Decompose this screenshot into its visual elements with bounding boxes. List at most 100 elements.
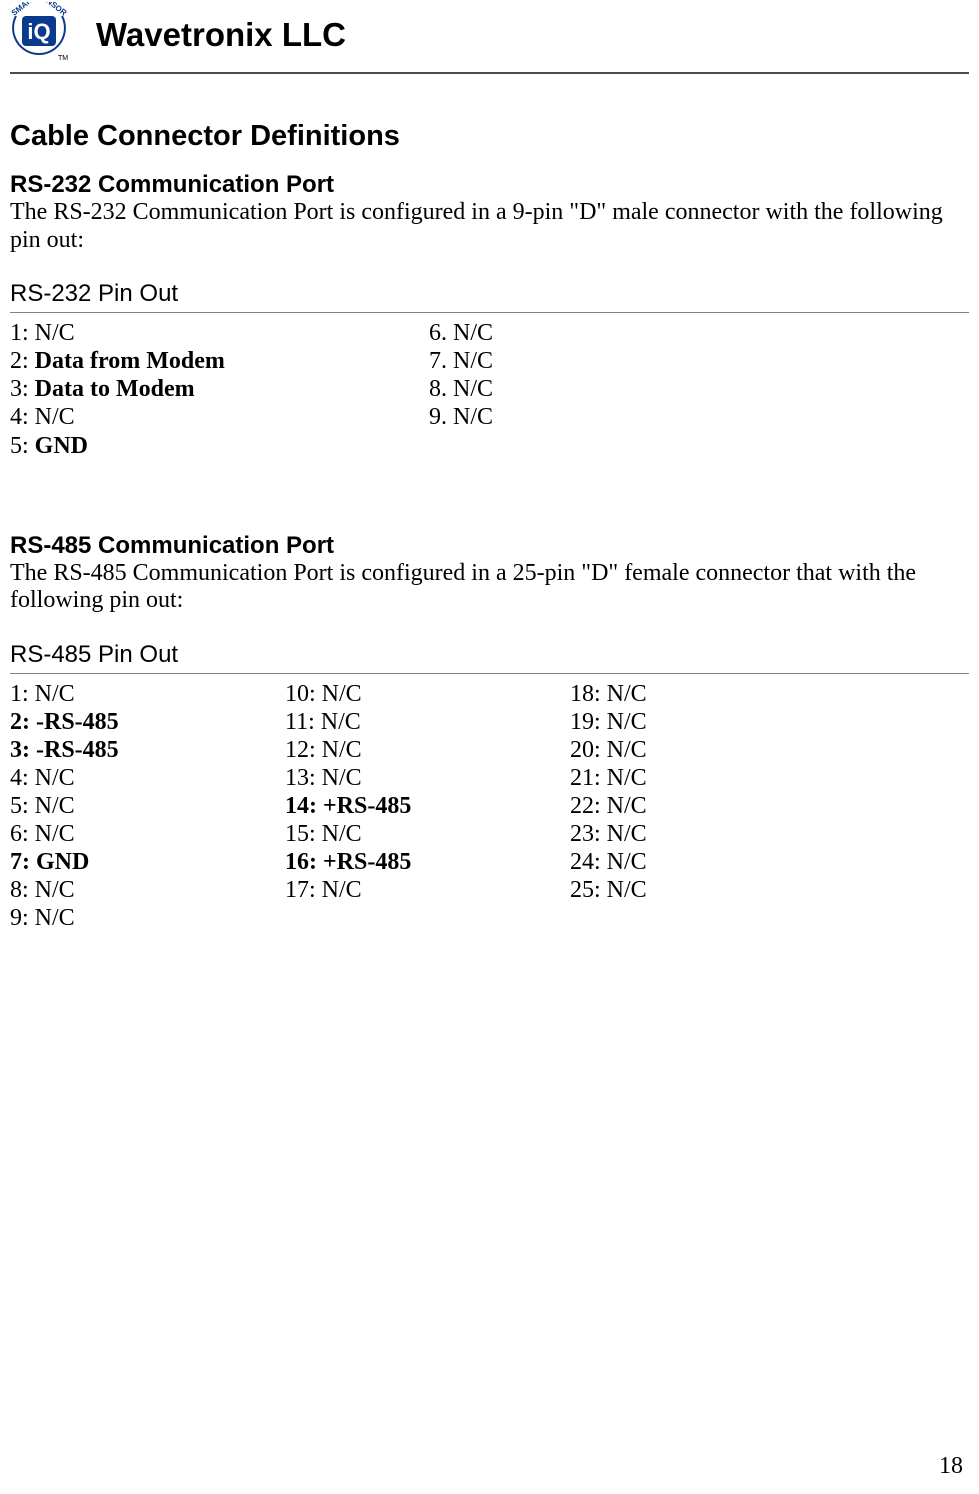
pin-number: 5:	[10, 433, 35, 459]
pin-value: N/C	[35, 681, 75, 707]
pin-value: N/C	[607, 793, 647, 819]
pin-label: 7: GND	[10, 849, 89, 875]
pin-row: 23: N/C	[570, 820, 870, 848]
pin-value: N/C	[322, 681, 362, 707]
pin-value: N/C	[607, 821, 647, 847]
rs232-rule	[10, 312, 969, 313]
pin-value: N/C	[453, 404, 493, 430]
pin-number: 4:	[10, 765, 35, 791]
pin-number: 19:	[570, 709, 607, 735]
pin-value: N/C	[607, 737, 647, 763]
pin-row: 3: -RS-485	[10, 736, 281, 764]
pin-value: N/C	[322, 737, 362, 763]
rs485-subhead: RS-485 Pin Out	[10, 641, 969, 673]
pin-number: 8.	[429, 376, 453, 402]
rs485-description: The RS-485 Communication Port is configu…	[10, 560, 969, 615]
pin-label: 3: -RS-485	[10, 737, 119, 763]
pin-value: N/C	[322, 821, 362, 847]
company-name: Wavetronix LLC	[70, 2, 346, 54]
page-content: Cable Connector Definitions RS-232 Commu…	[10, 74, 969, 932]
pin-value: N/C	[322, 877, 362, 903]
pin-row: 12: N/C	[285, 736, 566, 764]
pin-number: 23:	[570, 821, 607, 847]
pin-number: 13:	[285, 765, 322, 791]
pin-row: 7: GND	[10, 848, 281, 876]
rs232-subhead: RS-232 Pin Out	[10, 280, 969, 312]
pin-value: N/C	[35, 793, 75, 819]
pin-row: 19: N/C	[570, 708, 870, 736]
pin-row: 7. N/C	[429, 347, 829, 375]
smart-sensor-iq-logo-icon: SMART SENSOR iQ TM	[10, 2, 68, 64]
pin-label: 2: -RS-485	[10, 709, 119, 735]
pin-row: 5: N/C	[10, 792, 281, 820]
pin-number: 5:	[10, 793, 35, 819]
pin-row: 22: N/C	[570, 792, 870, 820]
pin-number: 1:	[10, 320, 35, 346]
pin-row: 25: N/C	[570, 876, 870, 904]
pin-value: N/C	[453, 376, 493, 402]
pin-row: 21: N/C	[570, 764, 870, 792]
pin-value: N/C	[453, 348, 493, 374]
pin-row: 18: N/C	[570, 680, 870, 708]
rs485-col2: 10: N/C11: N/C12: N/C13: N/C14: +RS-4851…	[285, 680, 566, 905]
pin-row: 2: Data from Modem	[10, 347, 425, 375]
pin-number: 6.	[429, 320, 453, 346]
pin-value: N/C	[35, 821, 75, 847]
pin-row: 4: N/C	[10, 764, 281, 792]
pin-value: N/C	[35, 765, 75, 791]
pin-value: N/C	[607, 681, 647, 707]
pin-number: 8:	[10, 877, 35, 903]
svg-text:TM: TM	[58, 55, 68, 62]
pin-number: 17:	[285, 877, 322, 903]
pin-value: N/C	[322, 765, 362, 791]
pin-row: 9: N/C	[10, 904, 281, 932]
pin-value: N/C	[321, 709, 361, 735]
pin-number: 6:	[10, 821, 35, 847]
pin-row: 8: N/C	[10, 876, 281, 904]
pin-row: 6. N/C	[429, 319, 829, 347]
pin-value: N/C	[607, 849, 647, 875]
rs232-col2: 6. N/C7. N/C8. N/C9. N/C	[429, 319, 829, 431]
document-page: SMART SENSOR iQ TM Wavetronix LLC Cable …	[0, 0, 979, 1494]
page-title: Cable Connector Definitions	[10, 120, 969, 153]
pin-row: 10: N/C	[285, 680, 566, 708]
pin-label: 14: +RS-485	[285, 793, 411, 819]
pin-value: N/C	[35, 905, 75, 931]
pin-row: 20: N/C	[570, 736, 870, 764]
pin-number: 3:	[10, 376, 35, 402]
pin-row: 4: N/C	[10, 403, 425, 431]
pin-row: 2: -RS-485	[10, 708, 281, 736]
pin-number: 20:	[570, 737, 607, 763]
pin-number: 25:	[570, 877, 607, 903]
pin-value: N/C	[607, 765, 647, 791]
pin-row: 17: N/C	[285, 876, 566, 904]
pin-value: N/C	[607, 709, 647, 735]
rs485-heading: RS-485 Communication Port	[10, 532, 969, 560]
pin-number: 24:	[570, 849, 607, 875]
pin-value: Data from Modem	[35, 348, 225, 374]
pin-number: 7.	[429, 348, 453, 374]
pin-row: 5: GND	[10, 432, 425, 460]
pin-row: 8. N/C	[429, 375, 829, 403]
pin-row: 14: +RS-485	[285, 792, 566, 820]
page-number: 18	[939, 1453, 963, 1480]
pin-row: 1: N/C	[10, 680, 281, 708]
rs232-col1: 1: N/C2: Data from Modem3: Data to Modem…	[10, 319, 425, 459]
pin-number: 22:	[570, 793, 607, 819]
pin-row: 6: N/C	[10, 820, 281, 848]
pin-row: 9. N/C	[429, 403, 829, 431]
pin-number: 11:	[285, 709, 321, 735]
rs485-col3: 18: N/C19: N/C20: N/C21: N/C22: N/C23: N…	[570, 680, 870, 905]
pin-number: 21:	[570, 765, 607, 791]
pin-number: 10:	[285, 681, 322, 707]
pin-number: 15:	[285, 821, 322, 847]
pin-value: N/C	[35, 320, 75, 346]
pin-row: 13: N/C	[285, 764, 566, 792]
pin-row: 11: N/C	[285, 708, 566, 736]
pin-value: N/C	[453, 320, 493, 346]
pin-row: 3: Data to Modem	[10, 375, 425, 403]
rs232-heading: RS-232 Communication Port	[10, 171, 969, 199]
pin-value: Data to Modem	[35, 376, 195, 402]
rs232-pinout: 1: N/C2: Data from Modem3: Data to Modem…	[10, 319, 969, 459]
pin-row: 1: N/C	[10, 319, 425, 347]
